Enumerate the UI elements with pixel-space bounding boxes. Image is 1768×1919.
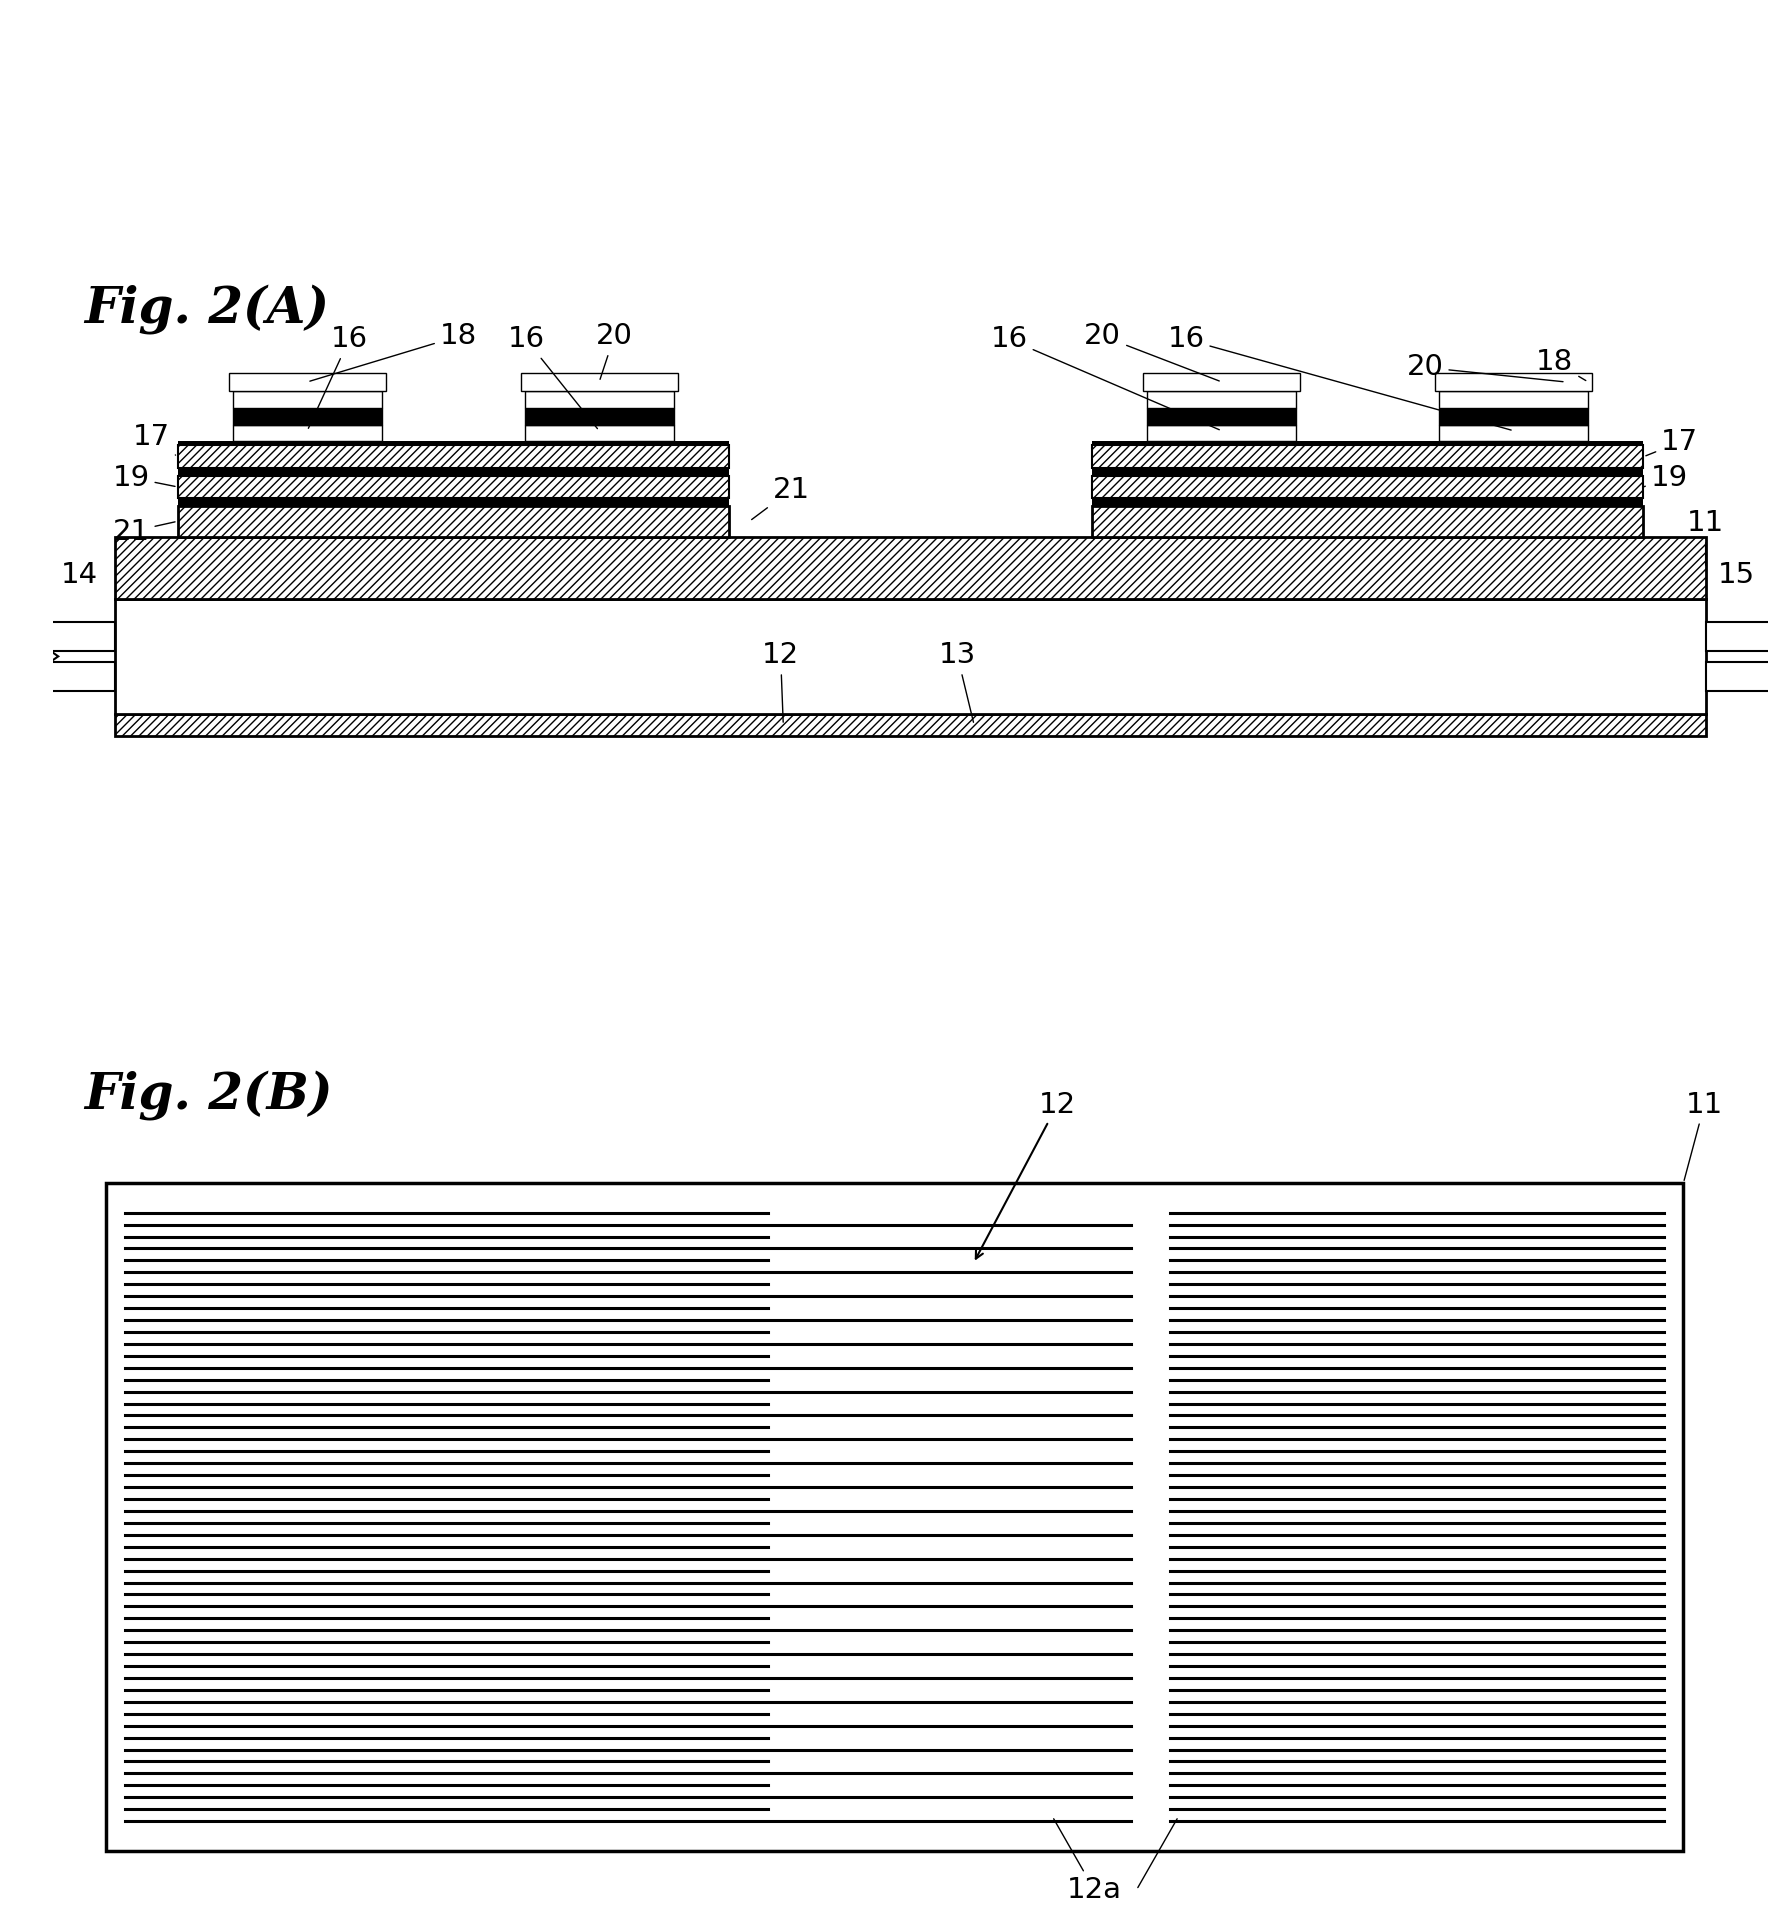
Text: 20: 20 xyxy=(1407,353,1563,382)
Text: 20: 20 xyxy=(596,322,633,380)
Polygon shape xyxy=(1093,499,1642,507)
Polygon shape xyxy=(179,468,728,476)
Polygon shape xyxy=(1147,409,1296,424)
Polygon shape xyxy=(233,424,382,441)
Text: 12a: 12a xyxy=(1054,1819,1123,1904)
Polygon shape xyxy=(1439,391,1588,409)
Text: 15: 15 xyxy=(1718,560,1756,589)
Polygon shape xyxy=(233,409,382,424)
Polygon shape xyxy=(1147,424,1296,441)
Text: 16: 16 xyxy=(308,326,368,428)
Polygon shape xyxy=(1093,476,1642,499)
Polygon shape xyxy=(233,391,382,409)
Polygon shape xyxy=(1093,507,1642,537)
Text: 16: 16 xyxy=(507,326,598,428)
Text: 17: 17 xyxy=(133,422,175,455)
Polygon shape xyxy=(179,499,728,507)
Text: 12: 12 xyxy=(762,641,799,722)
Text: 11: 11 xyxy=(1685,1090,1724,1180)
Text: 19: 19 xyxy=(113,464,175,491)
Polygon shape xyxy=(1147,391,1296,409)
Polygon shape xyxy=(179,476,728,499)
Text: 18: 18 xyxy=(1536,347,1586,380)
Polygon shape xyxy=(1093,445,1642,468)
Text: 11: 11 xyxy=(1687,509,1724,566)
Text: 17: 17 xyxy=(1646,428,1699,457)
Text: 13: 13 xyxy=(939,641,976,722)
Polygon shape xyxy=(525,424,674,441)
Polygon shape xyxy=(42,622,115,651)
Polygon shape xyxy=(1436,372,1593,391)
Polygon shape xyxy=(1093,441,1642,445)
Polygon shape xyxy=(228,372,385,391)
Polygon shape xyxy=(179,445,728,468)
Polygon shape xyxy=(1144,372,1301,391)
Polygon shape xyxy=(7,641,58,672)
Text: 20: 20 xyxy=(1084,322,1220,382)
Polygon shape xyxy=(525,409,674,424)
Polygon shape xyxy=(115,537,1706,599)
Polygon shape xyxy=(42,662,115,691)
Text: Fig. 2(B): Fig. 2(B) xyxy=(85,1071,332,1121)
Polygon shape xyxy=(1439,424,1588,441)
Polygon shape xyxy=(525,391,674,409)
Polygon shape xyxy=(1706,662,1768,691)
Text: 14: 14 xyxy=(60,560,97,589)
Text: 12: 12 xyxy=(976,1090,1077,1259)
Text: 19: 19 xyxy=(1642,464,1688,491)
Polygon shape xyxy=(115,599,1706,714)
Text: Fig. 2(A): Fig. 2(A) xyxy=(85,284,329,334)
Polygon shape xyxy=(1706,622,1768,651)
Polygon shape xyxy=(115,714,1706,737)
Polygon shape xyxy=(179,441,728,445)
Polygon shape xyxy=(1093,468,1642,476)
Text: 18: 18 xyxy=(309,322,477,382)
Polygon shape xyxy=(1439,409,1588,424)
Text: 16: 16 xyxy=(1167,326,1512,430)
Polygon shape xyxy=(520,372,677,391)
Text: 16: 16 xyxy=(990,326,1220,430)
Polygon shape xyxy=(179,507,728,537)
Text: 21: 21 xyxy=(751,476,810,520)
Polygon shape xyxy=(106,1184,1683,1850)
Text: 21: 21 xyxy=(113,518,175,545)
